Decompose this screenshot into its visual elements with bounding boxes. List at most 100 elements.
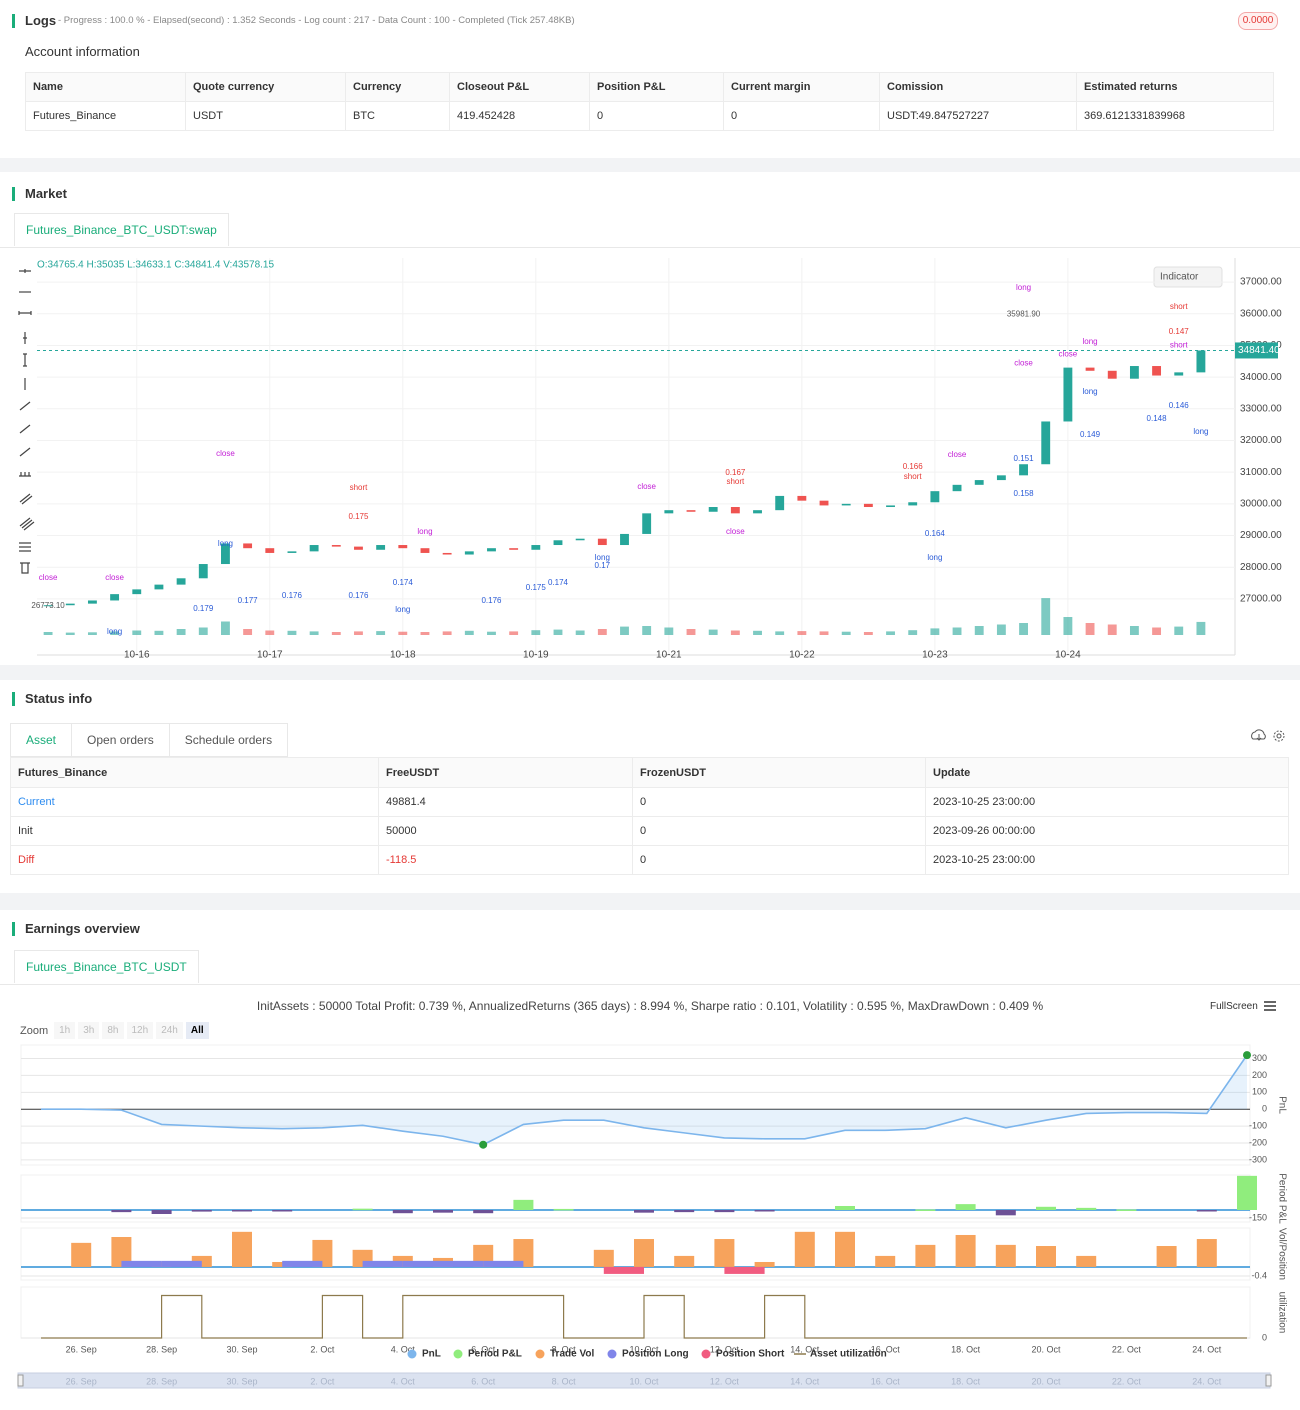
- zoom-button[interactable]: 12h: [126, 1022, 154, 1039]
- bar: [121, 1260, 162, 1267]
- candle: [575, 538, 585, 541]
- x-tick-label: 26. Sep: [66, 1344, 97, 1354]
- navigator-label: 6. Oct: [471, 1376, 496, 1386]
- zoom-button[interactable]: 24h: [156, 1022, 183, 1039]
- step-line: [41, 1294, 1247, 1339]
- market-section: Market Futures_Binance_BTC_USDT:swap: [0, 172, 1300, 665]
- tab[interactable]: Futures_Binance_BTC_USDT: [14, 950, 199, 983]
- menu-icon[interactable]: [1263, 1000, 1277, 1012]
- candle: [376, 545, 386, 550]
- candle: [996, 475, 1006, 481]
- icons: [1251, 729, 1285, 742]
- badge: 0.0000: [1238, 12, 1278, 30]
- bar: [875, 1255, 896, 1267]
- status-section: Status info Asset Open orders Schedule ord…: [0, 680, 1300, 893]
- bar: [1036, 1206, 1056, 1210]
- fullscreen[interactable]: FullScreen: [1210, 1001, 1258, 1012]
- y-tick-label: 200: [1252, 1070, 1267, 1080]
- candle: [775, 495, 785, 511]
- volume-bar: [1085, 623, 1095, 635]
- cell: 0: [632, 787, 926, 817]
- y-tick-label: 32000.00: [1240, 435, 1282, 446]
- candle: [1174, 372, 1184, 376]
- annotation: long: [395, 605, 410, 614]
- zoom-button[interactable]: 8h: [102, 1022, 124, 1039]
- header-row: Futures_Binance FreeUSDT FrozenUSDT Update: [10, 757, 1289, 788]
- candle: [819, 500, 829, 506]
- volume-bar: [930, 628, 940, 635]
- volume-bar: [620, 626, 629, 635]
- volume-bar: [398, 631, 408, 635]
- legend-label[interactable]: Position Long: [622, 1349, 689, 1360]
- volume-bar: [642, 626, 652, 635]
- bar: [724, 1266, 765, 1274]
- annotation: 0.176: [348, 591, 369, 600]
- x-tick-label: 10-22: [789, 650, 815, 660]
- annotation: close: [726, 527, 745, 536]
- cloud-icon[interactable]: [1251, 729, 1266, 741]
- annotation: long: [1083, 337, 1098, 346]
- candle: [597, 538, 607, 546]
- bar: [794, 1231, 815, 1267]
- x-tick-label: 2. Oct: [310, 1344, 335, 1354]
- zoom-button[interactable]: 3h: [78, 1022, 100, 1039]
- legend-label[interactable]: Position Short: [716, 1349, 785, 1360]
- candle: [952, 484, 962, 492]
- legend-label[interactable]: Trade Vol: [550, 1349, 594, 1360]
- earnings-chart: -300 -200 -100 0 100 200 300 PnL 26. Sep 28. Sep 3…: [17, 1044, 1287, 1389]
- header-cell: Currency: [345, 72, 450, 102]
- tab[interactable]: Schedule orders: [169, 723, 289, 757]
- y-tick-label: 36000.00: [1240, 308, 1282, 319]
- legend-label[interactable]: PnL: [422, 1349, 441, 1360]
- table: Futures_Binance FreeUSDT FrozenUSDT Update C…: [10, 757, 1289, 875]
- cell: 2023-10-25 23:00:00: [925, 787, 1289, 817]
- volume-bar: [708, 629, 718, 635]
- annotation: 0.175: [526, 583, 547, 592]
- x-tick-label: 16. Oct: [871, 1344, 901, 1354]
- volume-bar: [863, 632, 873, 635]
- tab[interactable]: Open orders: [72, 723, 170, 757]
- annotation: 0.167: [725, 468, 746, 477]
- candle: [753, 510, 762, 514]
- candle: [930, 491, 940, 503]
- divider: [0, 984, 1300, 985]
- volume-bar: [996, 624, 1006, 635]
- header-cell: FreeUSDT: [378, 757, 633, 788]
- annotation: long: [417, 527, 432, 536]
- bar: [1196, 1209, 1217, 1212]
- row: Futures_Binance USDT BTC 419.452428 0 0 USDT:4…: [25, 101, 1274, 131]
- tab[interactable]: Futures_Binance_BTC_USDT:swap: [14, 213, 229, 246]
- navigator-handle[interactable]: [1265, 1374, 1272, 1387]
- navigator-handle[interactable]: [17, 1374, 24, 1387]
- candle: [863, 503, 873, 508]
- zoom-button[interactable]: 1h: [54, 1022, 76, 1039]
- tab[interactable]: Asset: [10, 723, 73, 757]
- bar: [362, 1260, 403, 1267]
- bar: [282, 1260, 323, 1267]
- candle: [464, 551, 474, 555]
- legend-label[interactable]: Period P&L: [468, 1349, 522, 1360]
- annotation: close: [39, 573, 58, 582]
- y-tick-label: 0: [1262, 1104, 1267, 1114]
- volume-bar: [597, 629, 607, 635]
- annotation: long: [927, 553, 942, 562]
- zoom-button[interactable]: All: [185, 1022, 209, 1039]
- annotation: 0.174: [393, 578, 414, 587]
- bar: [593, 1249, 614, 1267]
- gear-icon[interactable]: [1273, 730, 1285, 742]
- y-tick-label: -300: [1249, 1154, 1267, 1164]
- extreme-marker: [1243, 1051, 1251, 1060]
- volume-bar: [354, 631, 363, 635]
- cell: Init: [10, 816, 379, 846]
- annotation: long: [1083, 387, 1098, 396]
- cell: USDT:49.847527227: [879, 101, 1077, 131]
- panel-frame: [20, 1174, 1251, 1223]
- table: Name Quote currency Currency Closeout P&L Po…: [25, 72, 1274, 131]
- volume-bar: [531, 630, 541, 635]
- y-tick-label: -200: [1249, 1137, 1267, 1147]
- cell: Current: [10, 787, 379, 817]
- volume-bar: [952, 627, 962, 635]
- volume-bar: [287, 630, 297, 635]
- legend-label[interactable]: Asset utilization: [810, 1349, 887, 1360]
